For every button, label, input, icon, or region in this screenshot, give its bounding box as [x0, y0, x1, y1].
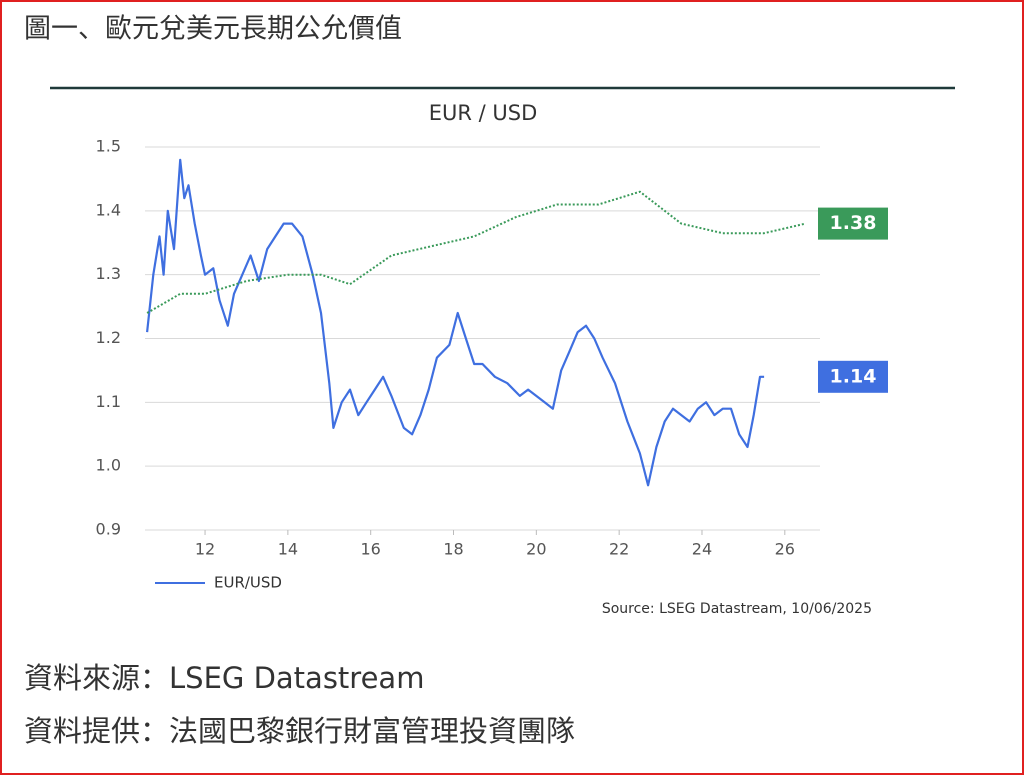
x-tick-label: 16 [361, 540, 381, 559]
y-tick-label: 1.1 [96, 392, 121, 411]
y-tick-label: 1.3 [96, 264, 121, 283]
y-tick-label: 1.0 [96, 456, 121, 475]
y-tick-label: 1.5 [96, 137, 121, 156]
source-note: Source: LSEG Datastream, 10/06/2025 [602, 601, 872, 617]
x-tick-label: 18 [443, 540, 463, 559]
x-tick-label: 20 [526, 540, 546, 559]
y-tick-label: 1.4 [96, 200, 121, 219]
x-tick-label: 22 [609, 540, 629, 559]
x-tick-label: 24 [692, 540, 712, 559]
footer-line: 資料提供：法國巴黎銀行財富管理投資團隊 [24, 714, 575, 748]
series-line [146, 190, 806, 314]
end-label-box [818, 207, 888, 240]
y-tick-label: 0.9 [96, 520, 121, 539]
end-label-box [818, 360, 888, 393]
end-label: 1.14 [830, 365, 877, 387]
x-tick-label: 12 [195, 540, 215, 559]
end-label: 1.38 [830, 212, 877, 234]
x-tick-label: 14 [278, 540, 298, 559]
legend-label: EUR/USD [214, 574, 282, 592]
page-title: 圖一、歐元兌美元長期公允價值 [24, 14, 402, 45]
x-tick-label: 26 [775, 540, 795, 559]
footer-line: 資料來源：LSEG Datastream [24, 661, 424, 695]
series-line [146, 158, 765, 487]
y-tick-label: 1.2 [96, 328, 121, 347]
chart-title: EUR / USD [429, 101, 538, 125]
